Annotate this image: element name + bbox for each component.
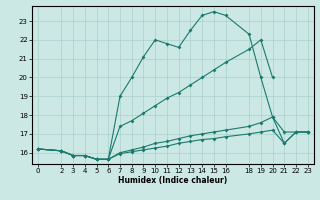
X-axis label: Humidex (Indice chaleur): Humidex (Indice chaleur) — [118, 176, 228, 185]
